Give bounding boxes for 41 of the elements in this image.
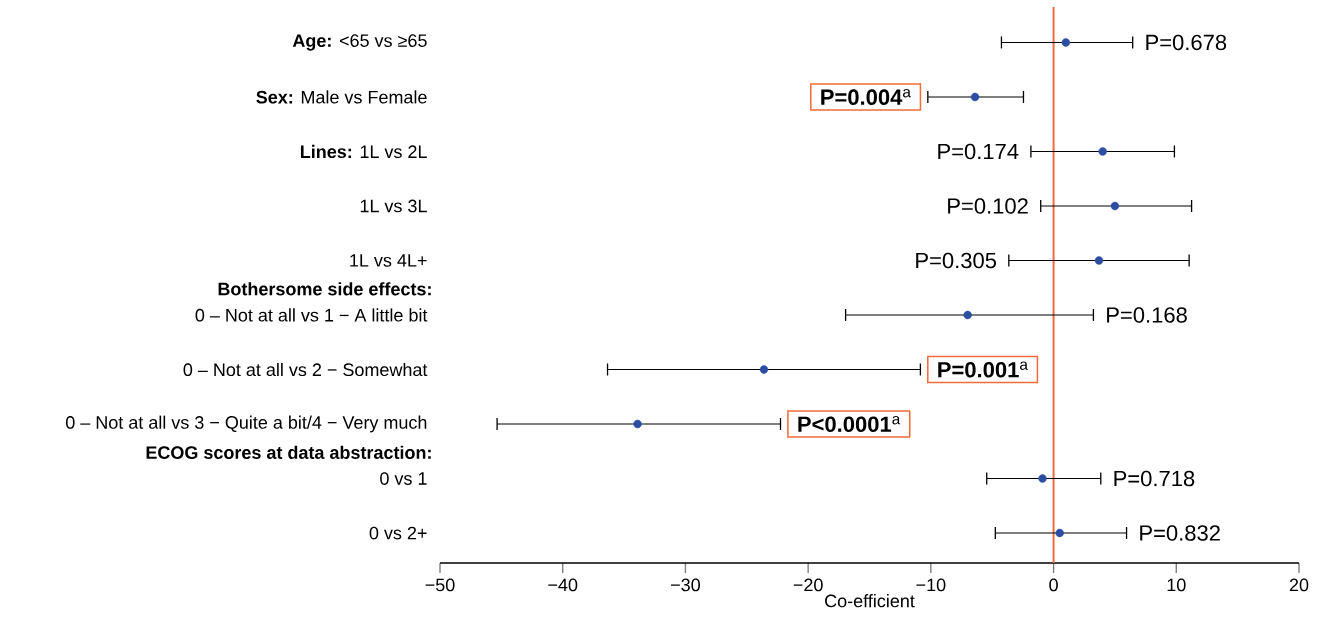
y-tick-label: 1L vs 3L [360, 199, 427, 213]
annotation: P=0.168 [1107, 307, 1187, 323]
annotation: P=0.004$^{a}$ [821, 88, 911, 105]
annotation: P=0.678 [1146, 34, 1227, 51]
x-tick-label: 20 [1289, 578, 1309, 592]
y-tick-label: 0 – Not at all vs 2 − Somewhat [183, 362, 428, 377]
x-tick-label: 10 [1167, 578, 1186, 592]
y-tick-label: 0 – Not at all vs 3 − Quite a bit/4 − Very much [65, 415, 427, 433]
point [1055, 528, 1064, 538]
point [1038, 474, 1047, 483]
y-tick-label: 0 vs 1 [380, 472, 427, 485]
point [1061, 38, 1071, 47]
point [1110, 201, 1120, 211]
annotation: P=0.102 [948, 198, 1028, 214]
x-tick-label: −30 [671, 578, 700, 592]
y-tick-label: 1L vs 4L+ [350, 254, 427, 267]
annotation: P=0.305 [916, 252, 997, 269]
y-tick-label: Sex: Male vs Female [256, 90, 427, 104]
point [970, 92, 980, 102]
x-tick-label: 0 [1049, 578, 1058, 592]
annotation: P=0.718 [1114, 470, 1195, 487]
text: Bothersome side effects: [218, 282, 431, 296]
point [1098, 147, 1107, 156]
text: ECOG scores at data abstraction: [146, 445, 431, 459]
annotation: P=0.174 [938, 143, 1019, 160]
y-tick-label: Age: <65 vs ≥65 [292, 34, 427, 51]
annotation: P<0.0001$^{a}$ [798, 416, 901, 433]
y-tick-label: 0 vs 2+ [369, 526, 427, 540]
annotation: P=0.832 [1140, 525, 1220, 541]
point [759, 365, 769, 374]
y-tick-label: 0 – Not at all vs 1 − A little bit [195, 308, 428, 322]
point [963, 310, 972, 320]
x-axis-title: Co-efficient [825, 594, 915, 608]
y-tick-label: Lines: 1L vs 2L [300, 144, 427, 159]
annotation: P=0.001$^{a}$ [938, 361, 1028, 378]
x-tick-label: −40 [548, 578, 578, 592]
point [1094, 256, 1104, 265]
x-tick-label: −20 [793, 578, 823, 592]
point [633, 419, 642, 429]
x-tick-label: −50 [425, 578, 455, 592]
x-tick-label: −10 [916, 578, 946, 592]
